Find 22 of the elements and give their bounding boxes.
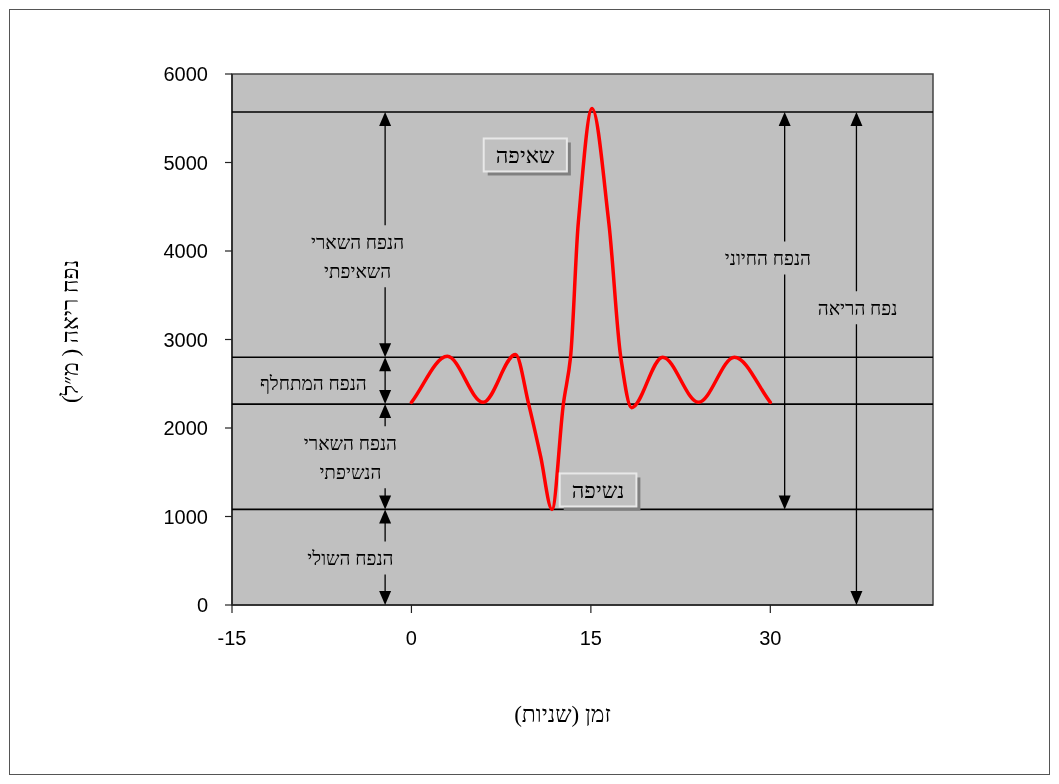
annotation: הנפח החיוני — [724, 247, 812, 269]
annotation: הנפח השארי הנשיפתי — [303, 432, 398, 483]
y-axis-title: נפח ריאה ( מ״ל) — [57, 259, 83, 404]
x-tick-label: 30 — [759, 627, 782, 649]
y-tick-label: 1000 — [163, 505, 208, 528]
annotation: נפח הריאה — [817, 297, 898, 319]
y-tick-label: 6000 — [163, 63, 208, 85]
y-tick-label: 4000 — [163, 240, 208, 262]
annotation: הנפח השולי — [307, 547, 394, 569]
y-tick-label: 2000 — [163, 417, 208, 439]
annotation: הנפח המתחלף — [259, 372, 367, 394]
annotation: הנפח השארי השאיפתי — [311, 231, 405, 282]
x-tick-label: 0 — [405, 627, 417, 649]
line-series — [409, 106, 773, 512]
y-tick-label: 5000 — [163, 151, 208, 174]
x-axis-title: זמן (שניות) — [514, 702, 611, 727]
y-tick-label: 3000 — [163, 328, 208, 351]
annotation: נשיפה — [571, 477, 625, 503]
annotation: שאיפה — [495, 142, 555, 168]
x-tick-label: 15 — [579, 627, 602, 649]
x-tick-label: -15 — [217, 627, 247, 649]
y-tick-label: 0 — [196, 594, 208, 616]
